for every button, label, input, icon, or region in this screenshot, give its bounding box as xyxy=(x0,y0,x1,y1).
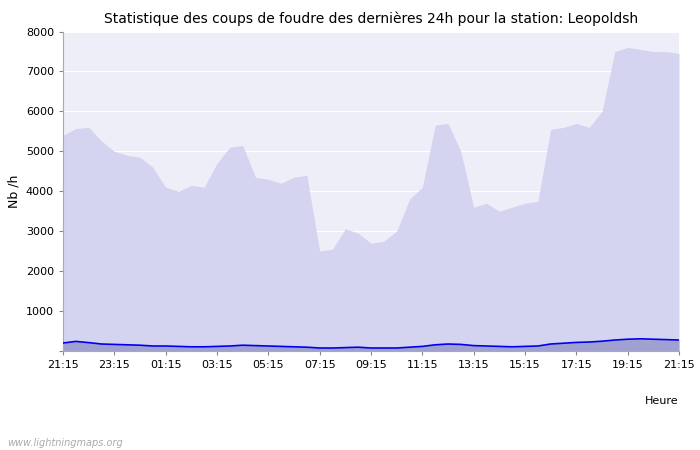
Y-axis label: Nb /h: Nb /h xyxy=(7,175,20,208)
Title: Statistique des coups de foudre des dernières 24h pour la station: Leopoldsh: Statistique des coups de foudre des dern… xyxy=(104,12,638,26)
Text: www.lightningmaps.org: www.lightningmaps.org xyxy=(7,438,122,448)
Text: Heure: Heure xyxy=(645,396,679,406)
